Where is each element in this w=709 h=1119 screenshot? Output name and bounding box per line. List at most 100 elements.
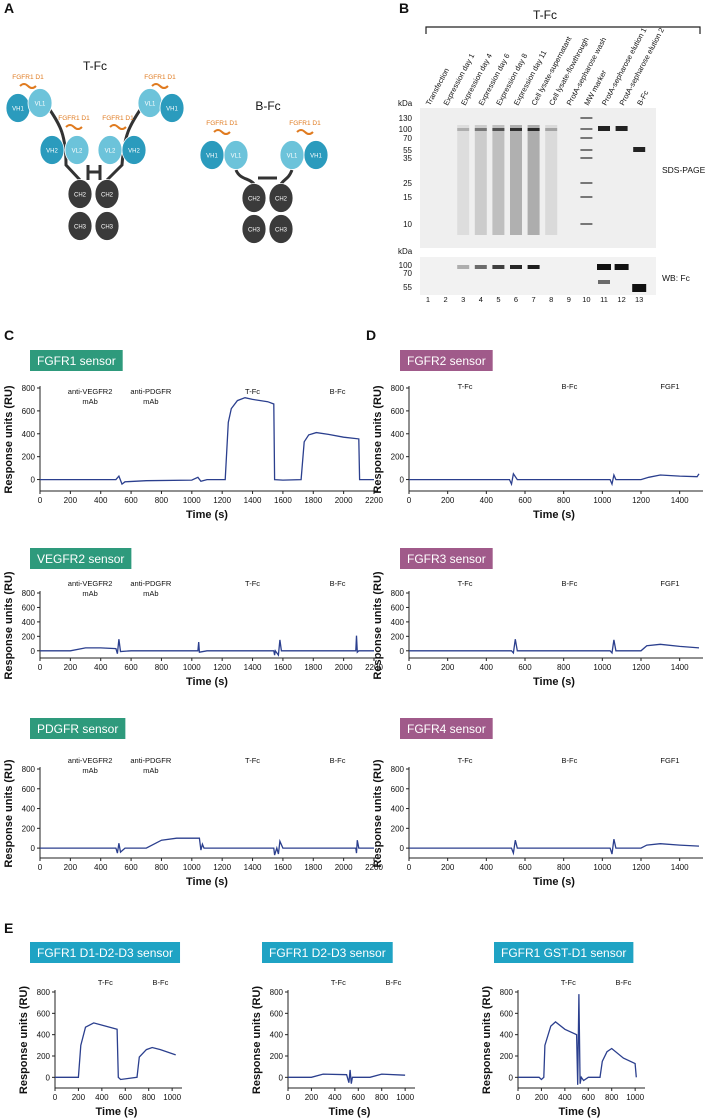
sensorgram-line <box>409 472 700 487</box>
sensor-box <box>30 718 126 739</box>
domain <box>67 179 93 209</box>
marker-label: 130 <box>399 114 413 123</box>
injection-label: T-Fc <box>245 579 260 588</box>
x-tick-label: 200 <box>441 496 455 505</box>
x-tick-label: 0 <box>38 663 43 672</box>
injection-label: anti-PDGFR <box>130 387 171 396</box>
y-tick-label: 0 <box>31 844 36 853</box>
wb-band <box>632 284 647 292</box>
injection-label: anti-VEGFR2 <box>68 387 113 396</box>
lane-band <box>633 147 646 152</box>
injection-label: FGF1 <box>660 382 679 391</box>
y-tick-label: 600 <box>37 1009 51 1018</box>
kda-label: kDa <box>398 247 413 256</box>
x-tick-label: 1400 <box>671 863 689 872</box>
y-tick-label: 400 <box>37 1031 51 1040</box>
domain <box>39 135 65 165</box>
ladder-band <box>580 196 593 198</box>
x-tick-label: 200 <box>72 1093 86 1102</box>
x-axis-label: Time (s) <box>186 676 228 688</box>
antigen-label: FGFR1 D1 <box>206 120 238 127</box>
lane-smear <box>474 125 487 235</box>
y-tick-label: 600 <box>22 603 36 612</box>
domain-label: VL1 <box>145 102 156 108</box>
injection-label: mAb <box>82 589 97 598</box>
domain <box>241 214 267 244</box>
lane-number: 9 <box>567 295 571 304</box>
injection-label: T-Fc <box>458 579 473 588</box>
marker-label: 25 <box>403 179 412 188</box>
lane-number: 4 <box>479 295 483 304</box>
antigen-shape <box>296 129 314 135</box>
wb-band <box>510 265 522 269</box>
x-tick-label: 1400 <box>671 496 689 505</box>
wb-band <box>492 265 505 269</box>
x-tick-label: 800 <box>155 663 169 672</box>
marker-label: 55 <box>403 146 412 155</box>
domain <box>64 135 90 165</box>
y-tick-label: 0 <box>400 476 405 485</box>
x-tick-label: 400 <box>480 496 494 505</box>
y-tick-label: 200 <box>22 632 36 641</box>
injection-label: B-Fc <box>616 978 632 987</box>
x-tick-label: 200 <box>535 1093 549 1102</box>
lane-smear <box>457 125 470 235</box>
sensorgram-line <box>409 839 700 856</box>
domain-label: VH2 <box>46 149 58 155</box>
ladder-band <box>580 182 593 184</box>
x-axis-label: Time (s) <box>533 676 575 688</box>
lane-number: 12 <box>617 295 625 304</box>
linker <box>279 169 294 185</box>
lane-band <box>474 128 487 131</box>
domain <box>94 179 120 209</box>
x-tick-label: 400 <box>558 1093 572 1102</box>
sensor-box <box>30 942 181 963</box>
x-tick-label: 1400 <box>671 663 689 672</box>
x-tick-label: 600 <box>518 863 532 872</box>
sensor-label: FGFR2 sensor <box>407 354 486 368</box>
antigen-shape <box>151 83 169 89</box>
wb-band <box>614 264 629 270</box>
domain <box>303 140 329 170</box>
marker-label: 100 <box>399 261 413 270</box>
y-axis-label: Response units (RU) <box>18 986 30 1095</box>
marker-label: 100 <box>399 125 413 134</box>
sensorgram-line <box>409 639 700 655</box>
antigen-shape <box>213 129 231 135</box>
x-tick-label: 600 <box>582 1093 596 1102</box>
x-tick-label: 1000 <box>626 1093 644 1102</box>
x-tick-label: 1800 <box>304 496 322 505</box>
y-tick-label: 600 <box>270 1009 284 1018</box>
sensor-box <box>400 548 493 569</box>
x-axis-label: Time (s) <box>533 876 575 888</box>
x-tick-label: 800 <box>557 496 571 505</box>
sensorgram-line <box>40 635 374 657</box>
injection-label: T-Fc <box>458 756 473 765</box>
lane-number: 10 <box>582 295 590 304</box>
domain <box>268 183 294 213</box>
sensor-box <box>30 548 132 569</box>
x-tick-label: 600 <box>518 663 532 672</box>
x-tick-label: 600 <box>352 1093 366 1102</box>
x-tick-label: 600 <box>518 496 532 505</box>
injection-label: anti-PDGFR <box>130 579 171 588</box>
lane-band <box>527 128 540 131</box>
injection-label: mAb <box>143 766 158 775</box>
x-tick-label: 600 <box>124 863 138 872</box>
lane-band <box>545 128 558 131</box>
y-tick-label: 200 <box>391 632 405 641</box>
x-axis-label: Time (s) <box>96 1106 138 1118</box>
x-tick-label: 400 <box>328 1093 342 1102</box>
domain <box>121 135 147 165</box>
gel-image <box>420 108 656 248</box>
x-tick-label: 800 <box>375 1093 389 1102</box>
x-tick-label: 0 <box>407 663 412 672</box>
y-tick-label: 400 <box>391 430 405 439</box>
linker <box>105 109 142 182</box>
sds-label: SDS-PAGE <box>662 165 706 175</box>
lane-smear <box>510 125 522 235</box>
ladder-band <box>580 128 593 130</box>
domain-label: VL1 <box>231 154 242 160</box>
kda-label: kDa <box>398 99 413 108</box>
injection-label: T-Fc <box>331 978 346 987</box>
